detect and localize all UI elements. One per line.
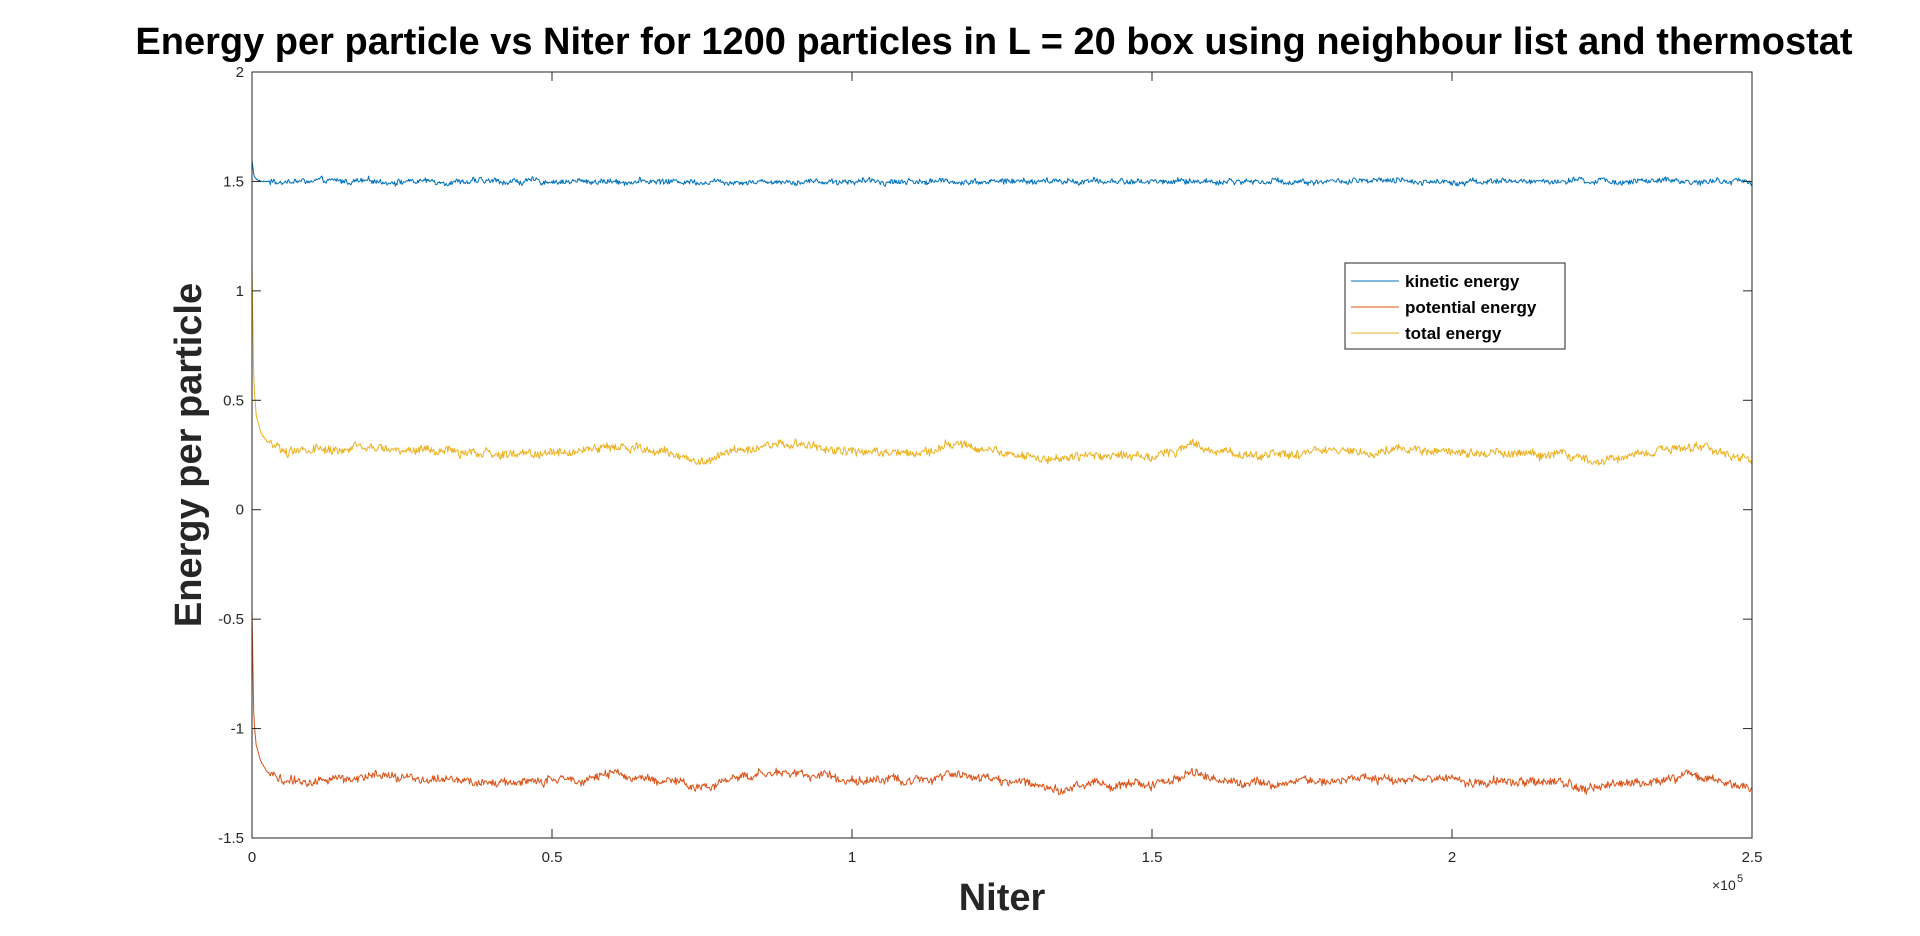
y-axis-label: Energy per particle	[168, 283, 210, 627]
x-axis-exponent-base: ×10	[1712, 877, 1736, 893]
x-axis: 0 0.5 1 1.5 2 2.5	[248, 72, 1763, 866]
legend: kinetic energy potential energy total ener…	[1344, 262, 1566, 350]
x-tick-label: 0	[248, 849, 256, 866]
y-tick-label: 2	[236, 64, 244, 81]
x-axis-label: Niter	[959, 877, 1046, 919]
x-tick-label: 1	[848, 849, 856, 866]
series-layer	[251, 159, 1753, 796]
x-axis-exponent: ×10 5	[1712, 873, 1743, 893]
x-tick-label: 0.5	[542, 849, 563, 866]
x-tick-label: 1.5	[1142, 849, 1163, 866]
x-axis-exponent-power: 5	[1737, 873, 1743, 885]
legend-label: kinetic energy	[1405, 272, 1520, 291]
y-tick-label: 1.5	[223, 173, 244, 190]
y-tick-label: 0	[236, 502, 244, 519]
legend-label: total energy	[1405, 324, 1502, 343]
series-line-potential-energy	[251, 608, 1753, 796]
y-tick-label: 0.5	[223, 392, 244, 409]
legend-box	[1344, 262, 1566, 350]
series-line-total-energy	[251, 264, 1753, 466]
y-tick-label: -1	[231, 721, 244, 738]
y-tick-label: -0.5	[218, 611, 244, 628]
chart-title: Energy per particle vs Niter for 1200 pa…	[135, 21, 1853, 63]
legend-label: potential energy	[1405, 298, 1537, 317]
y-tick-label: -1.5	[218, 830, 244, 847]
plot-frame	[251, 71, 1753, 839]
series-line-kinetic-energy	[251, 159, 1753, 187]
y-tick-label: 1	[236, 283, 244, 300]
x-tick-label: 2	[1448, 849, 1456, 866]
y-axis: -1.5 -1 -0.5 0 0.5 1 1.5 2	[218, 64, 1752, 847]
x-tick-label: 2.5	[1742, 849, 1763, 866]
